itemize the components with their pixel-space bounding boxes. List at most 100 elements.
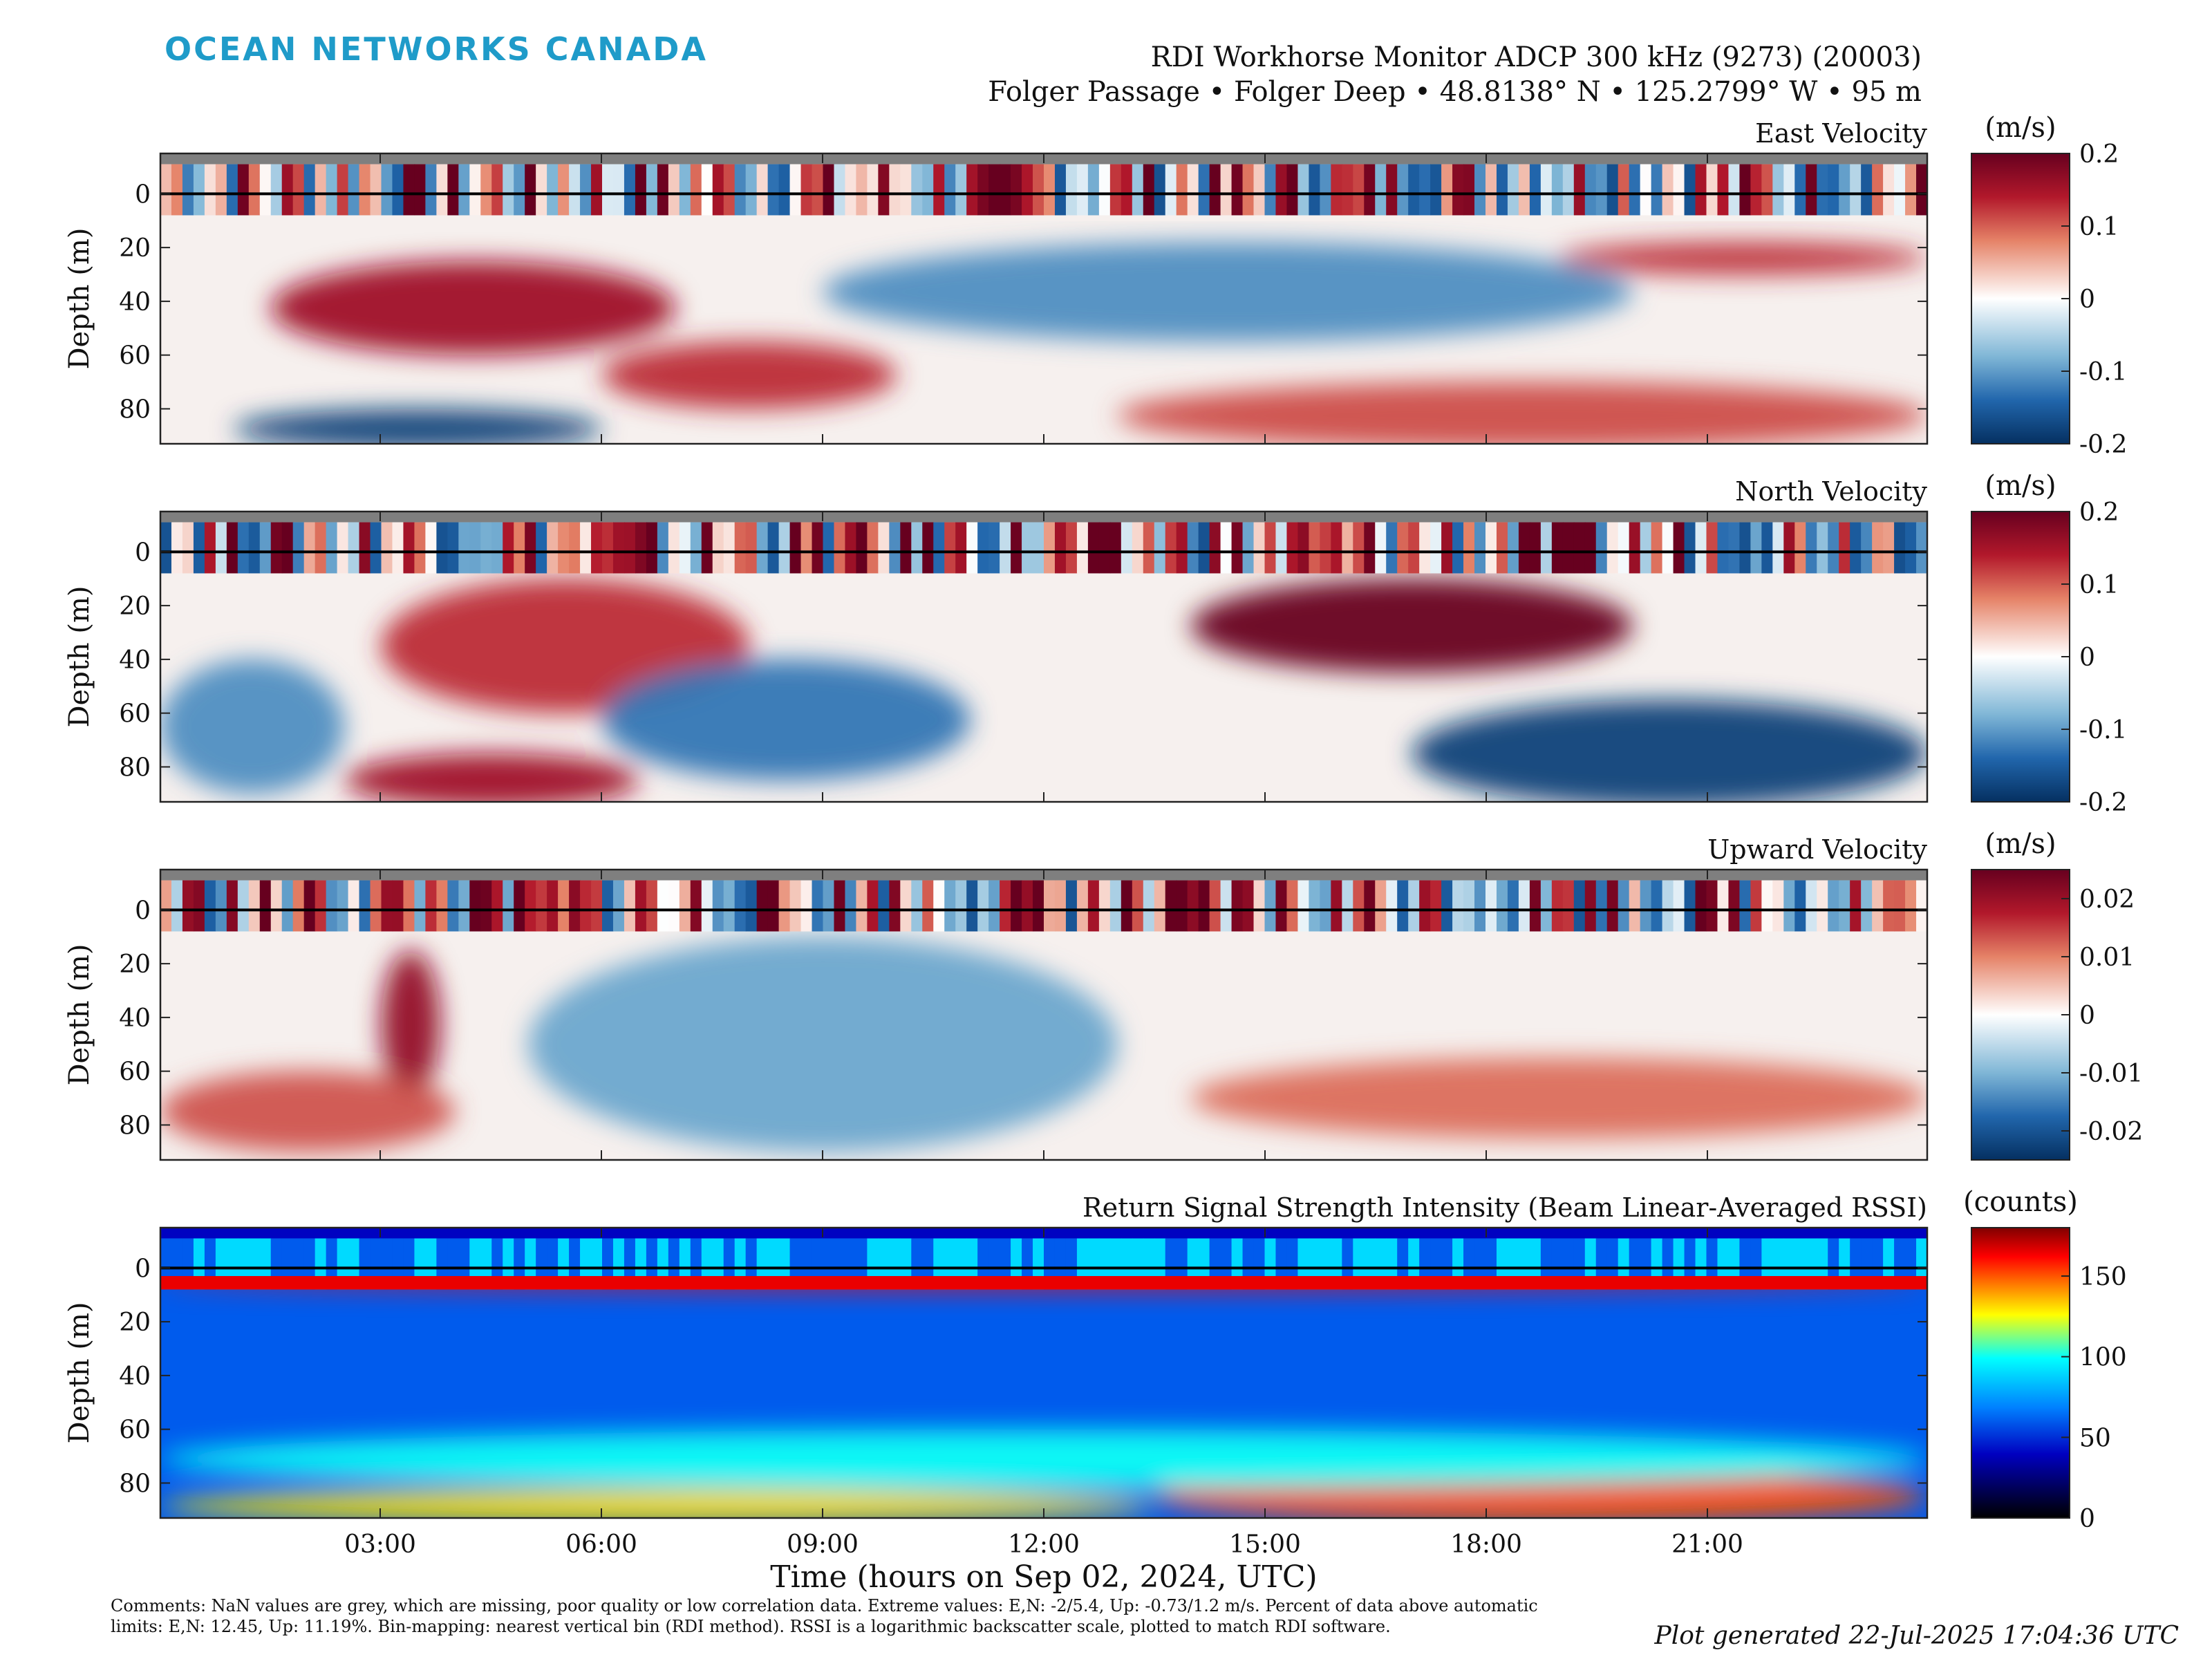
feature-region (823, 242, 1633, 342)
surface-cell (326, 522, 338, 574)
surface-cell (1165, 522, 1177, 574)
surface-cell (1728, 522, 1741, 574)
surface-cell (292, 522, 305, 574)
surface-cell (193, 164, 205, 216)
surface-cell (503, 880, 515, 932)
surface-cell (1231, 522, 1244, 574)
surface-cell (789, 164, 802, 216)
surface-cell (569, 164, 581, 216)
surface-cell (944, 164, 957, 216)
surface-cell (1198, 880, 1210, 932)
surface-cell (723, 522, 735, 574)
surface-cell (1253, 522, 1266, 574)
colorbar (1971, 869, 2070, 1161)
panel-title: East Velocity (1755, 118, 1927, 149)
surface-cell (1474, 880, 1486, 932)
surface-cell (591, 880, 603, 932)
feature-layer (160, 937, 1927, 1152)
surface-cell (1684, 880, 1696, 932)
surface-cell (403, 164, 415, 216)
x-tick-label: 21:00 (1671, 1530, 1743, 1559)
surface-cell (1905, 880, 1918, 932)
surface-cell (1087, 164, 1100, 216)
surface-band (160, 522, 1927, 574)
y-tick-label: 0 (135, 538, 151, 567)
surface-cell (536, 522, 548, 574)
panel-1: 0 20 40 60 80 Depth (m) East Velocity (m/s) 0.2 0… (64, 112, 2127, 459)
x-tick-label: 18:00 (1450, 1530, 1522, 1559)
surface-cell (1794, 522, 1807, 574)
surface-cell (856, 880, 868, 932)
surface-cell (1054, 880, 1067, 932)
surface-cell (1353, 522, 1365, 574)
instrument-title: RDI Workhorse Monitor ADCP 300 kHz (9273… (1150, 41, 1922, 73)
surface-cell (1121, 164, 1133, 216)
surface-cell (856, 164, 868, 216)
surface-cell (1496, 522, 1508, 574)
colorbar-tick-label: -0.01 (2079, 1060, 2143, 1088)
surface-cell (1132, 164, 1144, 216)
surface-cell (259, 164, 272, 216)
feature-region (234, 409, 602, 444)
surface-cell (270, 164, 283, 216)
y-tick-label: 80 (119, 753, 151, 782)
location-subtitle: Folger Passage • Folger Deep • 48.8138° … (988, 76, 1922, 108)
surface-cell (1419, 522, 1432, 574)
surface-cell (1209, 880, 1221, 932)
surface-cell (1817, 164, 1829, 216)
x-axis: 03:00 06:00 09:00 12:00 15:00 18:00 21:00 Time … (344, 1530, 1743, 1595)
surface-cell (1861, 522, 1873, 574)
surface-cell (922, 522, 935, 574)
surface-cell (591, 164, 603, 216)
surface-cell (414, 522, 427, 574)
colorbar-tick-label: -0.1 (2079, 358, 2127, 386)
surface-cell (933, 522, 946, 574)
heatmap-field (160, 153, 1927, 444)
surface-cell (182, 164, 194, 216)
surface-cell (1286, 880, 1299, 932)
surface-cell (514, 164, 526, 216)
surface-cell (767, 164, 780, 216)
surface-cell (1264, 522, 1277, 574)
surface-cell (1817, 522, 1829, 574)
surface-cell (635, 880, 647, 932)
surface-cell (1662, 522, 1674, 574)
surface-cell (536, 164, 548, 216)
surface-cell (1165, 164, 1177, 216)
surface-cell (834, 522, 846, 574)
surface-cell (1883, 522, 1895, 574)
feature-region (160, 1071, 455, 1152)
x-tick-label: 06:00 (565, 1530, 637, 1559)
colorbar (1971, 511, 2070, 803)
surface-cell (668, 522, 680, 574)
surface-cell (1375, 880, 1387, 932)
surface-cell (1485, 880, 1497, 932)
surface-cell (303, 164, 316, 216)
y-tick-label: 60 (119, 1416, 151, 1445)
panel-title: Return Signal Strength Intensity (Beam L… (1082, 1192, 1927, 1223)
surface-cell (1916, 880, 1927, 932)
surface-cell (602, 164, 614, 216)
surface-cell (1176, 880, 1188, 932)
y-axis-label: Depth (m) (64, 944, 95, 1085)
surface-cell (911, 880, 924, 932)
surface-cell (204, 880, 216, 932)
surface-cell (1750, 880, 1763, 932)
surface-cell (392, 880, 404, 932)
surface-cell (1463, 164, 1476, 216)
surface-cell (955, 880, 968, 932)
surface-cell (1750, 522, 1763, 574)
surface-cell (1828, 880, 1840, 932)
surface-cell (1231, 880, 1244, 932)
surface-cell (1408, 880, 1421, 932)
surface-cell (1033, 164, 1044, 216)
surface-cell (436, 164, 449, 216)
surface-cell (1573, 522, 1586, 574)
surface-cell (1065, 880, 1078, 932)
y-tick-label: 40 (119, 288, 151, 317)
surface-cell (558, 164, 570, 216)
surface-cell (734, 880, 747, 932)
surface-cell (1286, 164, 1299, 216)
surface-cell (1011, 522, 1023, 574)
surface-cell (723, 164, 735, 216)
